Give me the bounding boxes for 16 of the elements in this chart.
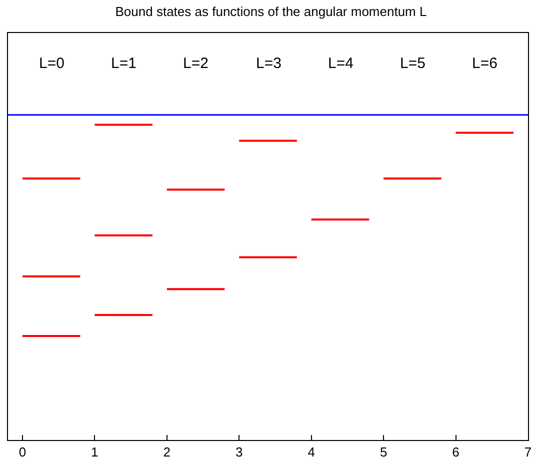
text: L=4 <box>328 55 354 72</box>
x-tick-label: 2 <box>163 444 171 460</box>
text: L=3 <box>256 55 282 72</box>
x-tick-label: 0 <box>18 444 26 460</box>
x-tick-label: 3 <box>235 444 243 460</box>
x-tick-label: 7 <box>524 444 532 460</box>
x-tick-label: 6 <box>452 444 460 460</box>
chart-title: Bound states as functions of the angular momentum L <box>115 4 427 20</box>
x-tick-label: 5 <box>380 444 388 460</box>
x-tick-label: 1 <box>91 444 98 460</box>
text: L=1 <box>111 55 136 72</box>
text: L=6 <box>472 55 498 72</box>
text: L=0 <box>39 55 64 72</box>
text: L=2 <box>183 55 208 72</box>
text: L=5 <box>400 55 426 72</box>
x-tick-label: 4 <box>308 444 315 460</box>
